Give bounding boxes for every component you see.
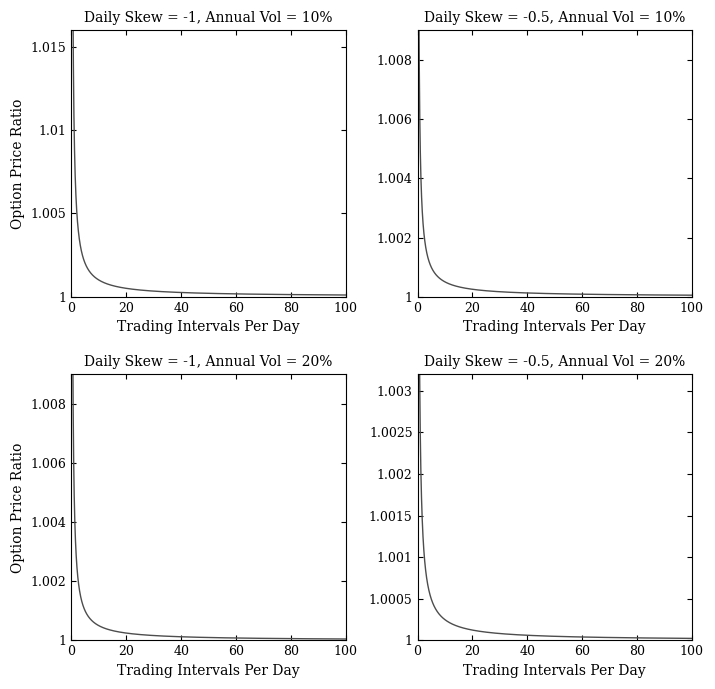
X-axis label: Trading Intervals Per Day: Trading Intervals Per Day — [117, 664, 300, 678]
Y-axis label: Option Price Ratio: Option Price Ratio — [11, 99, 25, 229]
Title: Daily Skew = -0.5, Annual Vol = 20%: Daily Skew = -0.5, Annual Vol = 20% — [424, 355, 685, 369]
Title: Daily Skew = -0.5, Annual Vol = 10%: Daily Skew = -0.5, Annual Vol = 10% — [424, 11, 686, 25]
Y-axis label: Option Price Ratio: Option Price Ratio — [11, 442, 25, 573]
Title: Daily Skew = -1, Annual Vol = 10%: Daily Skew = -1, Annual Vol = 10% — [84, 11, 333, 25]
X-axis label: Trading Intervals Per Day: Trading Intervals Per Day — [463, 664, 646, 678]
X-axis label: Trading Intervals Per Day: Trading Intervals Per Day — [463, 320, 646, 334]
X-axis label: Trading Intervals Per Day: Trading Intervals Per Day — [117, 320, 300, 334]
Title: Daily Skew = -1, Annual Vol = 20%: Daily Skew = -1, Annual Vol = 20% — [84, 355, 332, 369]
